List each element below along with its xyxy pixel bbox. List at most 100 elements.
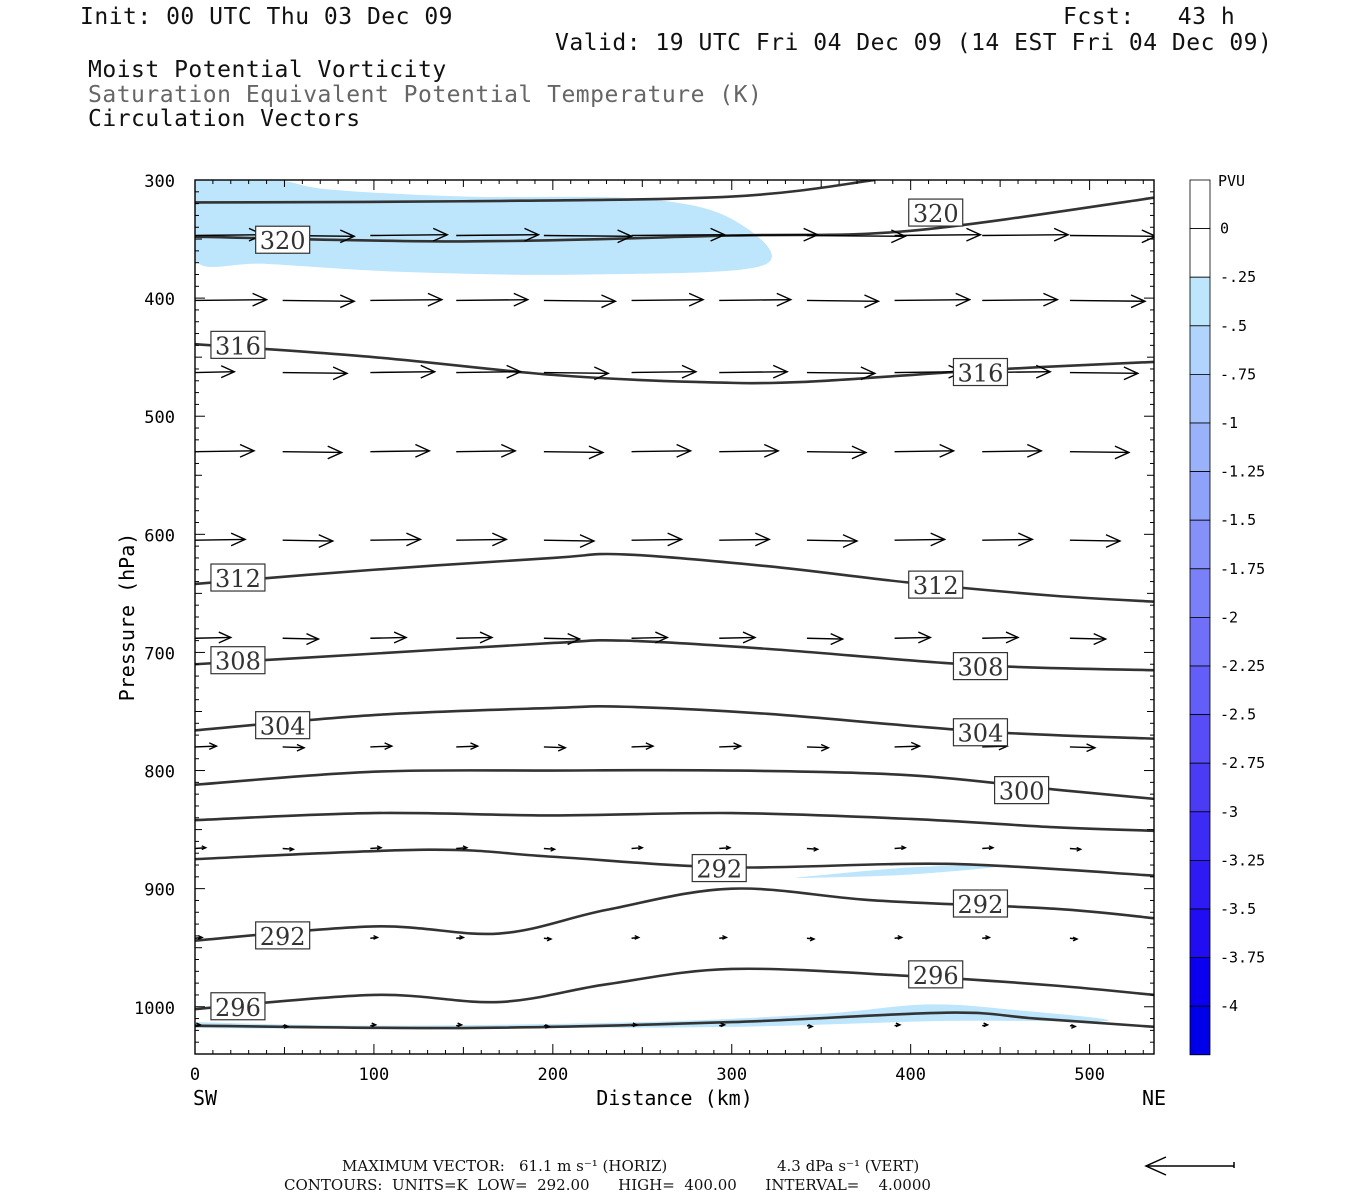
circulation-vector	[806, 234, 906, 238]
colorbar-segment	[1189, 471, 1211, 521]
vector-arrowhead	[1076, 846, 1083, 852]
circulation-vector	[456, 745, 478, 748]
circulation-vector	[982, 538, 1033, 541]
colorbar-label: -3.25	[1220, 851, 1265, 869]
colorbar-label: -4	[1220, 997, 1238, 1015]
field-title-mpv: Moist Potential Vorticity	[88, 57, 447, 83]
vector-arrowhead	[1053, 227, 1070, 242]
vector-arrowhead	[546, 936, 553, 942]
colorbar-segment	[1189, 665, 1211, 715]
x-tick-label: 400	[895, 1065, 926, 1085]
colorbar-label: -.5	[1220, 317, 1247, 335]
circulation-vector	[806, 371, 875, 375]
colorbar-label: -2.5	[1220, 706, 1256, 724]
circulation-vector	[806, 539, 858, 542]
vector-arrowhead	[230, 532, 247, 547]
x-axis-title: Distance (km)	[596, 1086, 753, 1110]
contour-label: 296	[913, 962, 959, 990]
circulation-vector	[1069, 450, 1129, 454]
theta-es-contour	[195, 967, 1154, 1011]
circulation-vector	[631, 371, 696, 374]
contour-label: 312	[215, 565, 261, 593]
vector-arrowhead	[462, 845, 469, 851]
circulation-vector	[982, 450, 1042, 453]
contour-label-box	[255, 225, 311, 254]
vector-arrowhead	[617, 229, 634, 244]
circulation-vector	[370, 298, 442, 302]
field-title-vectors: Circulation Vectors	[88, 106, 361, 132]
x-tick-label: 0	[190, 1065, 200, 1085]
circulation-vector	[631, 234, 725, 237]
vector-arrowhead	[208, 742, 219, 750]
vector-arrowhead	[983, 1022, 990, 1028]
circulation-vector	[282, 539, 333, 542]
colorbar-segment	[1189, 908, 1211, 958]
vector-arrowhead	[860, 366, 877, 381]
circulation-vector	[982, 636, 1019, 639]
circulation-vector	[543, 746, 566, 749]
colorbar-segment	[1189, 957, 1211, 1007]
circulation-vector	[282, 450, 342, 454]
vector-arrowhead	[373, 935, 380, 940]
vector-arrowhead	[296, 743, 306, 752]
circulation-vector	[719, 234, 818, 237]
vector-arrowhead	[252, 292, 269, 307]
contour-label: 312	[913, 572, 959, 600]
colorbar-label: -2.25	[1220, 657, 1265, 675]
colorbar-label: -1	[1220, 414, 1238, 432]
vector-arrowhead	[772, 364, 789, 379]
vector-arrowhead	[601, 294, 618, 309]
colorbar-unit: PVU	[1218, 172, 1245, 190]
circulation-vector	[631, 538, 682, 541]
contour-label-box	[908, 198, 964, 227]
y-tick-label: 900	[144, 881, 175, 901]
colorbar-label: -1.25	[1220, 463, 1265, 481]
circulation-vector	[456, 371, 521, 374]
circulation-vector	[456, 298, 528, 302]
vector-arrowhead	[830, 633, 845, 646]
circulation-vector	[370, 234, 448, 237]
circulation-vector	[543, 234, 632, 238]
circulation-vector	[543, 299, 616, 302]
max-vector-label: MAXIMUM VECTOR:	[342, 1157, 505, 1175]
mpv-shade-region	[795, 864, 1011, 879]
colorbar-label: -2	[1220, 608, 1238, 626]
contour-label-box	[952, 718, 1009, 747]
vector-arrowhead	[588, 445, 605, 460]
circulation-vector	[543, 637, 580, 640]
y-axis-title: Pressure (hPa)	[115, 533, 139, 702]
vector-arrowhead	[1043, 292, 1060, 307]
vector-arrowhead	[500, 443, 517, 458]
y-tick-label: 300	[144, 172, 175, 192]
vector-arrowhead	[655, 631, 670, 644]
circulation-vector	[806, 746, 829, 749]
vector-arrowhead	[1018, 532, 1035, 547]
vector-arrowhead	[1114, 445, 1131, 460]
vector-arrowhead	[930, 532, 947, 547]
colorbar-label: 0	[1220, 220, 1229, 238]
vector-arrowhead	[283, 1024, 290, 1029]
forecast-hour: Fcst: 43 h	[1063, 4, 1236, 30]
circulation-vector	[370, 538, 421, 541]
colorbar-segment	[1189, 179, 1211, 229]
circulation-vector	[631, 450, 691, 453]
circulation-vector	[806, 450, 866, 454]
vector-arrowhead	[632, 1022, 639, 1028]
circulation-vector	[894, 636, 931, 639]
contour-label: 320	[260, 227, 306, 255]
vector-arrowhead	[966, 227, 983, 242]
vector-arrowhead	[645, 742, 655, 750]
vector-arrowhead	[910, 741, 922, 751]
circulation-vector	[719, 538, 770, 541]
circulation-vector	[370, 450, 430, 453]
theta-es-contour	[195, 887, 1154, 942]
colorbar-segment	[1189, 519, 1211, 570]
y-tick-label: 1000	[134, 999, 175, 1019]
max-vector-vertical: 4.3 dPa s⁻¹ (VERT)	[777, 1157, 920, 1175]
contour-label-box	[994, 776, 1050, 805]
vector-arrowhead	[638, 845, 645, 851]
vector-arrowhead	[524, 227, 541, 242]
contour-label-box	[691, 853, 747, 883]
colorbar-label: -.25	[1220, 268, 1256, 286]
vector-arrowhead	[218, 631, 233, 644]
